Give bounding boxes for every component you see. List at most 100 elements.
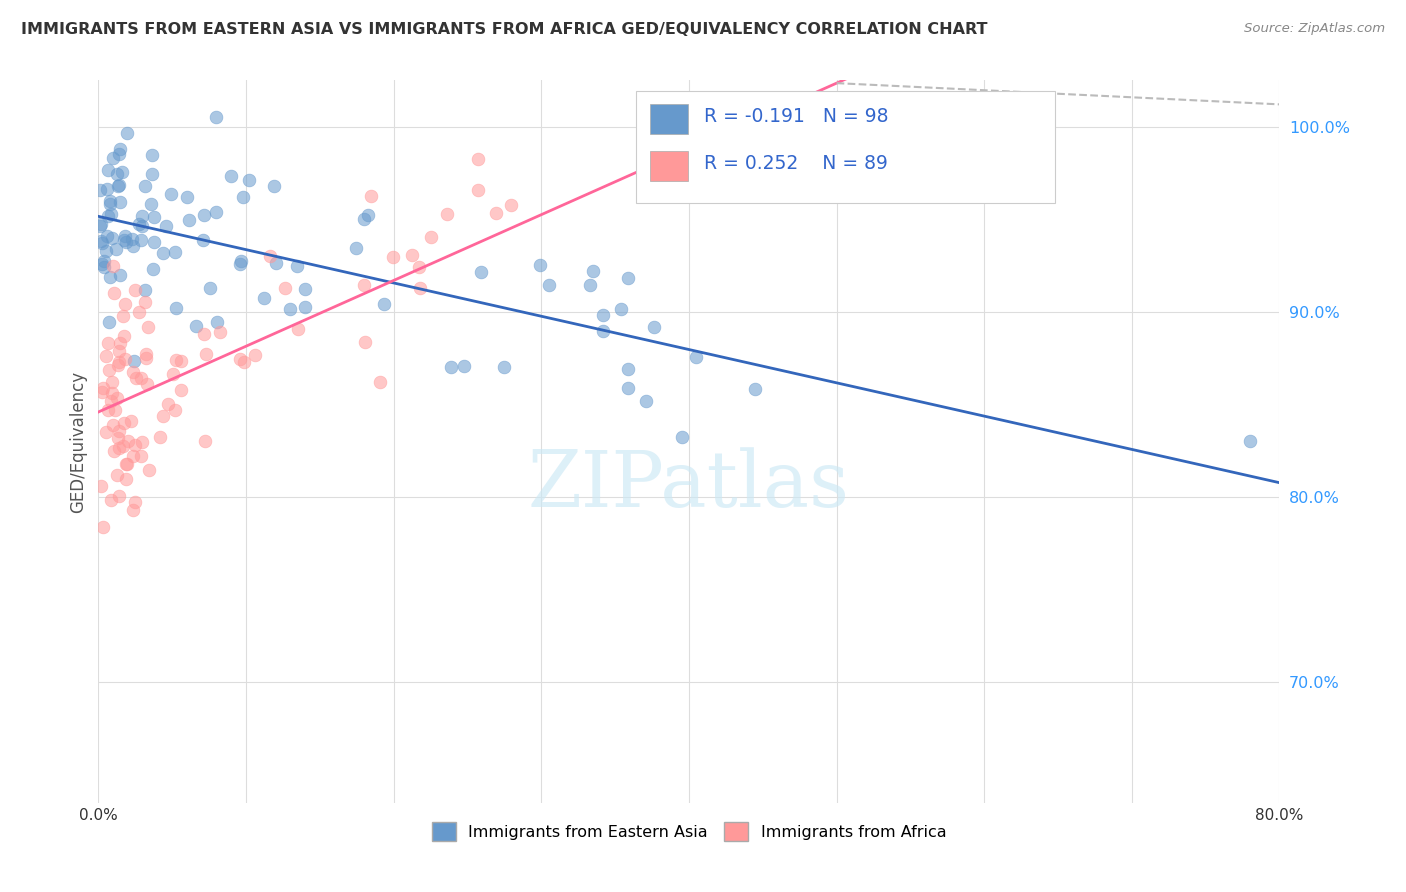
Point xyxy=(195,347,218,361)
Point xyxy=(152,409,174,424)
Point xyxy=(128,218,150,232)
Point xyxy=(176,189,198,203)
Point xyxy=(287,259,309,273)
Point xyxy=(353,211,375,226)
Point xyxy=(94,425,117,439)
Point xyxy=(440,359,463,374)
Point xyxy=(1002,111,1025,125)
Point xyxy=(90,479,112,493)
Point xyxy=(108,146,131,161)
Point xyxy=(129,371,152,385)
Point xyxy=(97,403,120,417)
Point xyxy=(616,271,638,285)
Point xyxy=(259,249,281,263)
Point xyxy=(134,179,156,194)
Point xyxy=(124,283,146,297)
Point xyxy=(100,207,122,221)
Point xyxy=(529,258,551,272)
Point xyxy=(117,434,139,448)
Point xyxy=(93,260,115,275)
Point xyxy=(344,241,367,255)
Point xyxy=(368,376,391,390)
Point xyxy=(467,152,489,166)
Text: R = -0.191   N = 98: R = -0.191 N = 98 xyxy=(704,107,889,126)
Point xyxy=(129,450,152,464)
Point xyxy=(143,235,166,249)
Point xyxy=(492,359,515,374)
Point xyxy=(501,198,523,212)
Point xyxy=(89,219,111,233)
Point xyxy=(90,217,112,231)
Point xyxy=(373,296,395,310)
Point xyxy=(100,194,122,208)
Point xyxy=(115,472,138,486)
Point xyxy=(90,234,112,248)
Point xyxy=(120,414,142,428)
Point xyxy=(170,383,193,397)
Point xyxy=(453,359,475,373)
Point xyxy=(135,377,157,392)
Point xyxy=(91,235,114,250)
Point xyxy=(141,148,163,162)
Point xyxy=(112,416,135,430)
Point xyxy=(287,322,309,336)
Point xyxy=(101,418,124,433)
Point xyxy=(592,308,614,322)
Point xyxy=(634,393,657,408)
Point xyxy=(401,248,423,262)
Point xyxy=(122,502,145,516)
Point xyxy=(135,351,157,365)
Point xyxy=(191,233,214,247)
Point xyxy=(205,315,228,329)
Point xyxy=(229,254,252,268)
Point xyxy=(205,111,228,125)
Point xyxy=(141,197,163,211)
Point xyxy=(98,197,121,211)
Point xyxy=(111,165,134,179)
Point xyxy=(160,187,183,202)
Point xyxy=(142,262,165,277)
Point xyxy=(229,257,252,271)
Point xyxy=(131,434,153,449)
Point xyxy=(179,212,201,227)
Point xyxy=(136,320,159,334)
Point xyxy=(294,300,316,314)
Point xyxy=(89,183,111,197)
Point xyxy=(198,280,221,294)
Point xyxy=(128,305,150,319)
Point xyxy=(91,384,114,399)
Point xyxy=(110,195,132,210)
FancyBboxPatch shape xyxy=(650,104,688,135)
Point xyxy=(184,318,207,333)
Point xyxy=(671,430,693,444)
Point xyxy=(107,358,129,372)
Point xyxy=(221,169,243,184)
Point xyxy=(616,381,638,395)
Point xyxy=(111,439,134,453)
Point xyxy=(121,449,143,463)
Point xyxy=(205,205,228,219)
Point xyxy=(162,367,184,381)
Point xyxy=(97,163,120,178)
Point xyxy=(108,343,131,358)
Point xyxy=(253,291,276,305)
Point xyxy=(592,324,614,338)
Point xyxy=(105,468,128,483)
Point xyxy=(155,219,177,234)
Point xyxy=(114,296,136,310)
Point xyxy=(274,281,297,295)
Point xyxy=(107,355,129,369)
Point xyxy=(233,355,256,369)
Point xyxy=(121,232,143,246)
Point xyxy=(165,402,187,417)
Point xyxy=(409,280,432,294)
Point xyxy=(124,370,146,384)
Point xyxy=(165,245,187,260)
Point xyxy=(111,309,134,323)
Point xyxy=(582,264,605,278)
Point xyxy=(685,350,707,364)
Point xyxy=(141,167,163,181)
Text: R = 0.252    N = 89: R = 0.252 N = 89 xyxy=(704,153,889,173)
Point xyxy=(193,327,215,342)
Point xyxy=(115,457,138,471)
